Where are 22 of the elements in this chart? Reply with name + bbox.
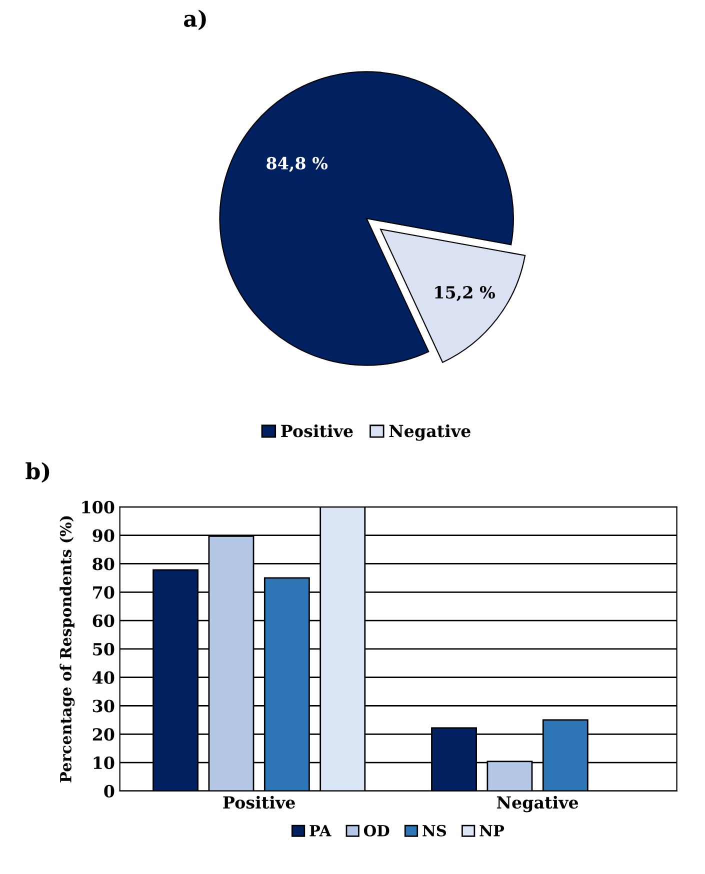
y-tick-label: 30 (92, 700, 114, 712)
y-tick-label: 80 (92, 558, 114, 570)
legend-label: NP (480, 825, 504, 836)
legend-label: NS (422, 824, 446, 836)
data-label: 15,2 % (435, 286, 495, 302)
legend-label: Negative (389, 424, 470, 441)
legend-label: PA (310, 825, 332, 836)
data-label: 84,8 % (266, 156, 328, 172)
y-tick-label: 90 (92, 529, 114, 542)
y-tick-label: 60 (92, 614, 114, 628)
y-tick-label: 50 (93, 642, 114, 656)
chart-title: b) (26, 462, 50, 483)
y-tick-label: 20 (92, 728, 114, 741)
chart-title: a) (184, 10, 206, 30)
legend-label: Positive (281, 424, 353, 438)
y-tick-label: 100 (82, 500, 114, 514)
legend-label: OD (364, 824, 390, 836)
y-tick-label: 0 (104, 784, 114, 798)
y-tick-label: 70 (93, 586, 114, 599)
y-tick-label: 40 (92, 671, 114, 684)
y-tick-label: 10 (94, 756, 114, 770)
y-axis-title: Percentage of Respondents (%) (60, 516, 75, 782)
